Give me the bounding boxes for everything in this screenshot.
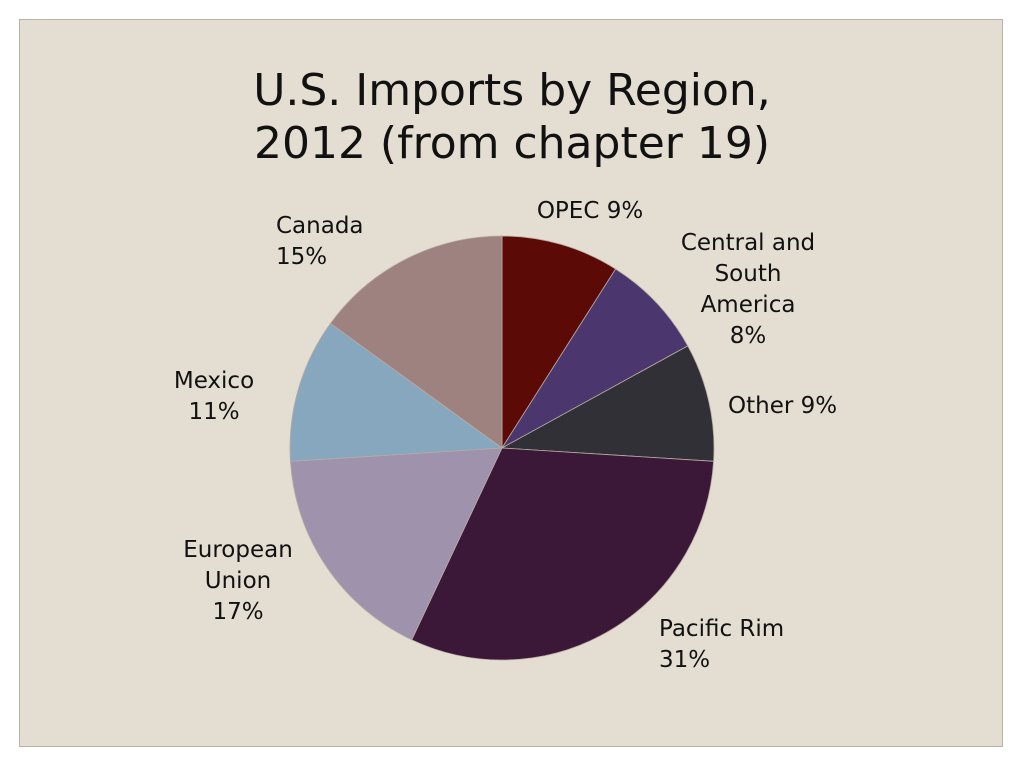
slice-label-european-union: European Union 17% — [183, 537, 293, 625]
slice-label-mexico: Mexico 11% — [173, 368, 255, 425]
pie-slice-pacific-rim — [411, 447, 715, 661]
pie-slice-european-union — [289, 447, 503, 641]
slice-label-opec: OPEC 9% — [536, 198, 644, 224]
slice-label-other: Other 9% — [728, 393, 838, 419]
pie-slice-other — [500, 345, 715, 462]
pie-slice-central-and-south-america — [501, 268, 689, 449]
slice-label-canada: Canada 15% — [276, 213, 364, 270]
chart-title-line-1: U.S. Imports by Region, — [253, 65, 771, 116]
slice-label-pacific-rim: Pacific Rim 31% — [659, 616, 785, 673]
chart-title-line-2: 2012 (from chapter 19) — [253, 118, 771, 169]
slice-label-central-and-south-america: Central and South America 8% — [680, 230, 816, 349]
pie-slice-opec — [501, 235, 617, 450]
pie-slice-mexico — [289, 322, 504, 462]
chart-title: U.S. Imports by Region, 2012 (from chapt… — [20, 64, 1004, 170]
pie-slice-canada — [329, 235, 503, 449]
